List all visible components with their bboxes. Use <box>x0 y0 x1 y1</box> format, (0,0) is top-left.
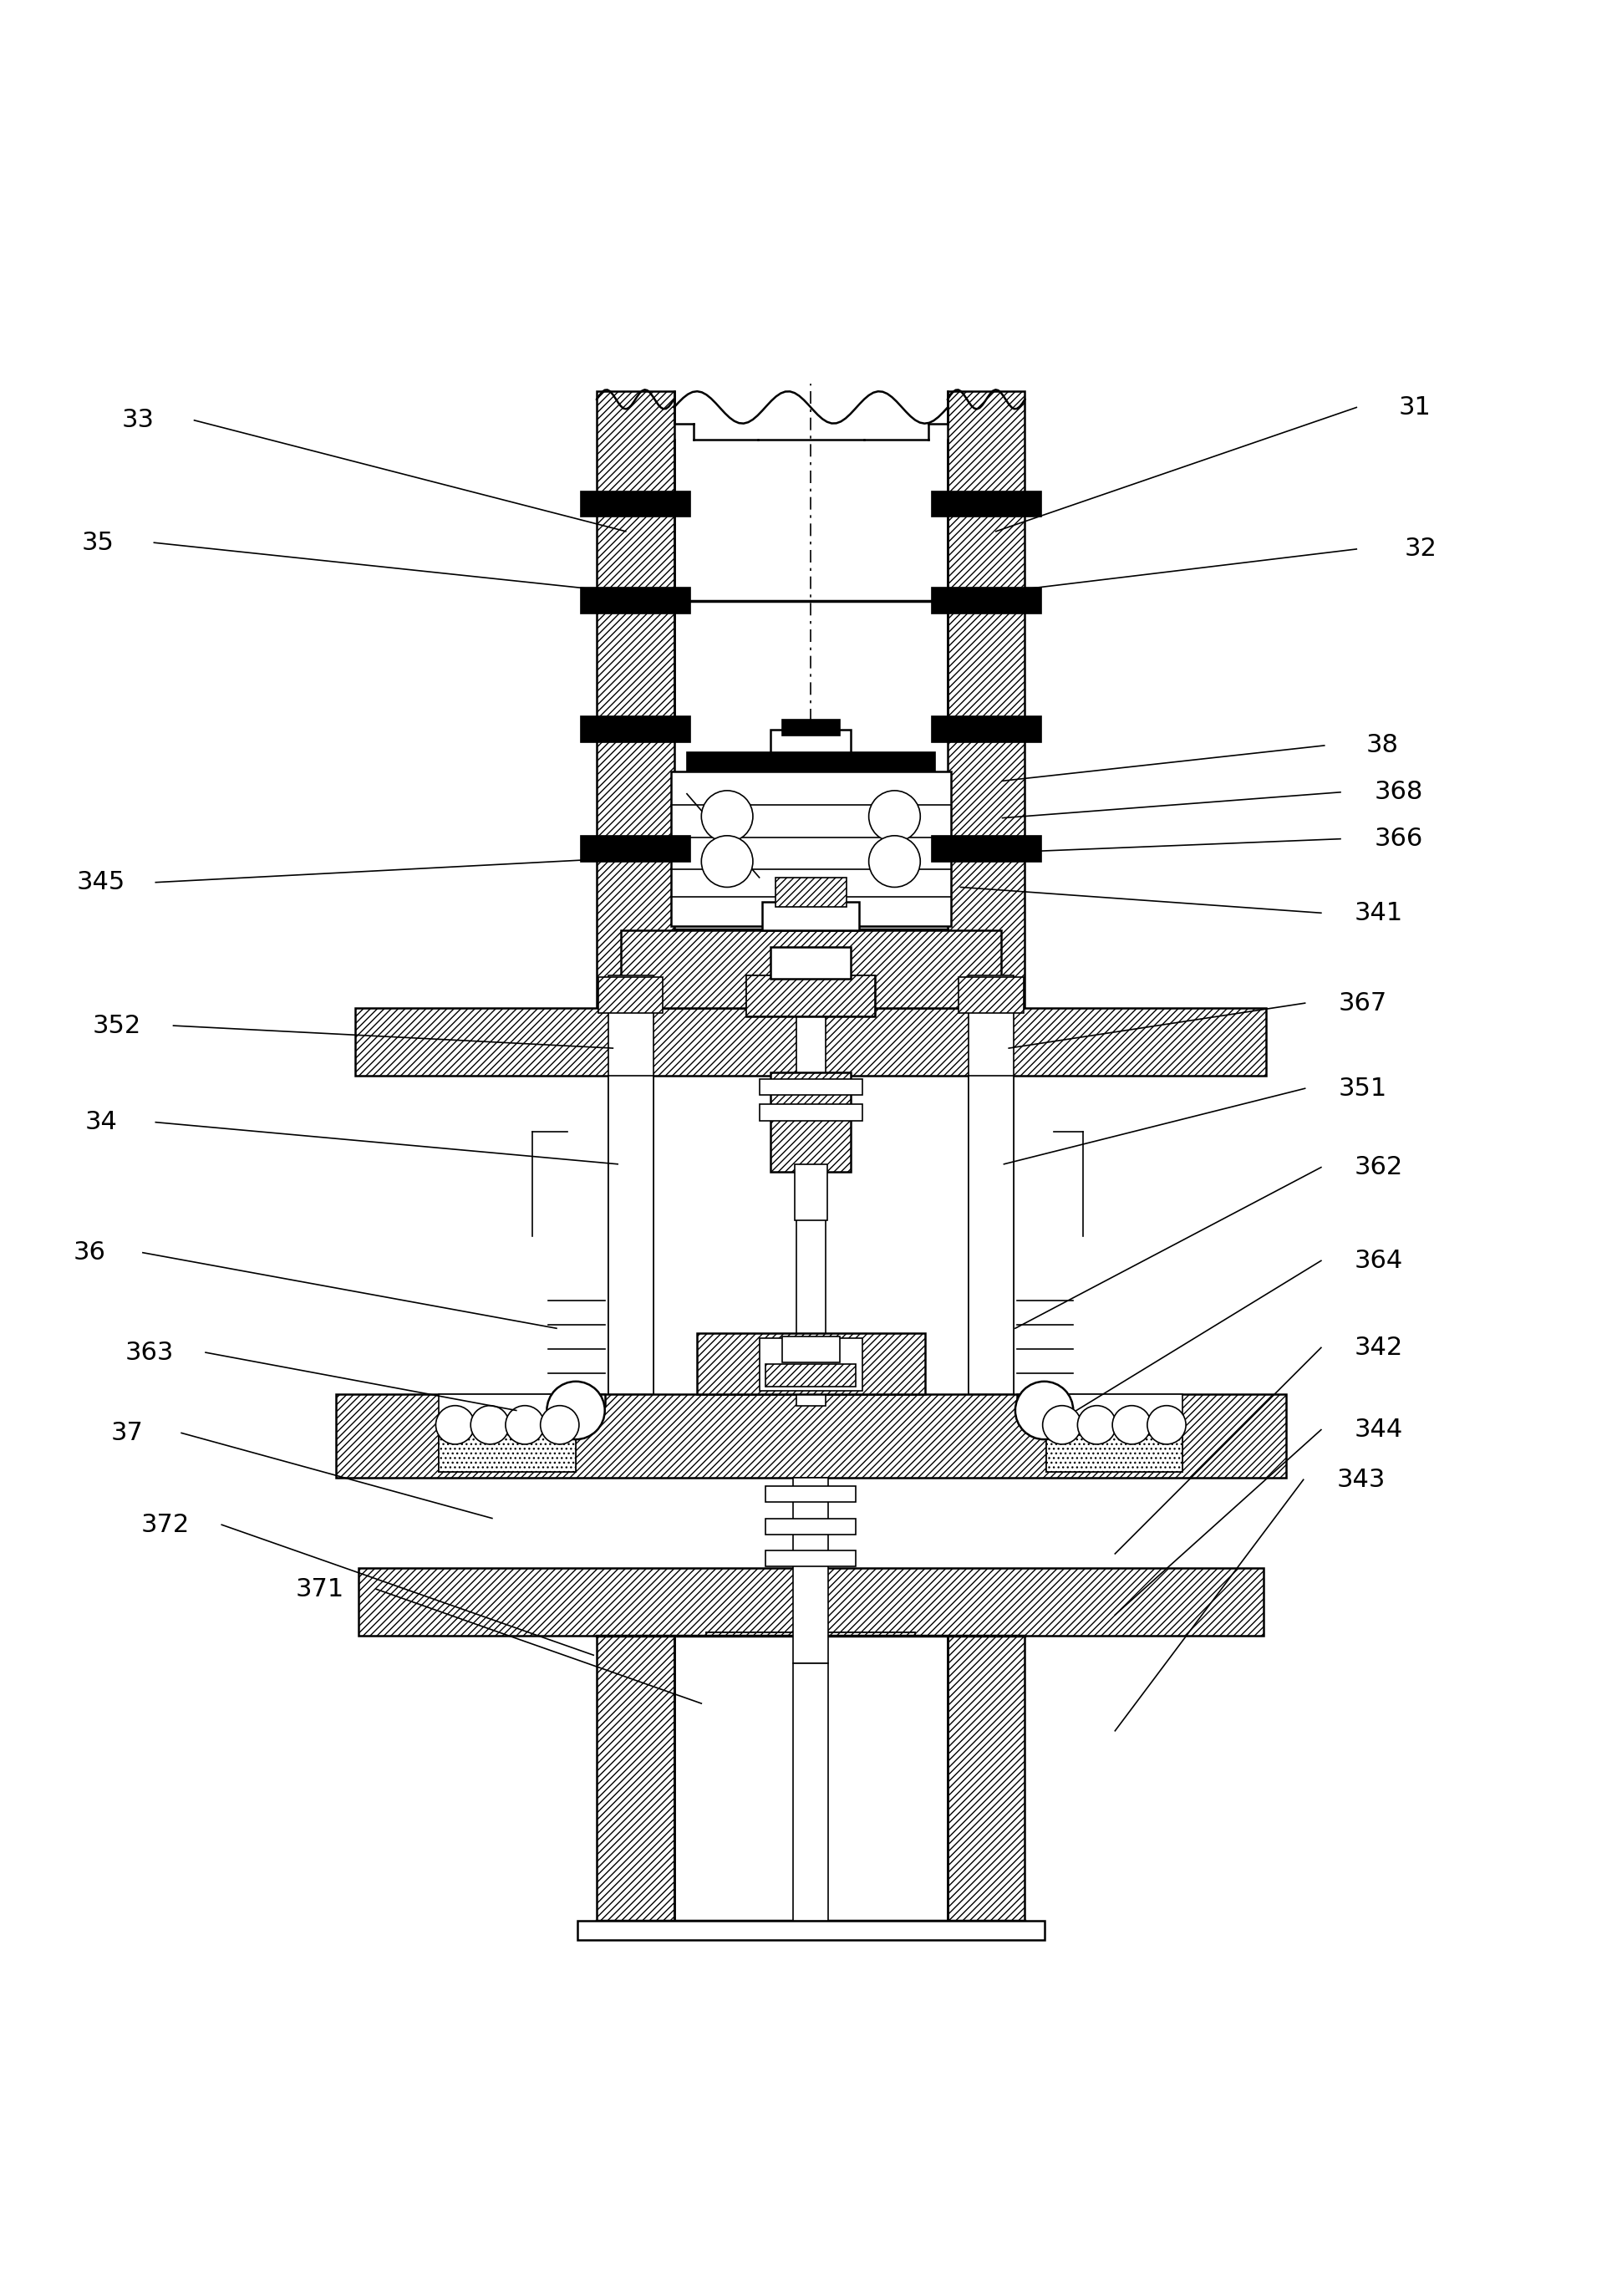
Bar <box>948 1635 1025 1922</box>
Bar <box>775 877 846 907</box>
Bar <box>1046 1430 1183 1472</box>
Text: 366: 366 <box>1373 827 1423 852</box>
Bar <box>577 1922 1045 1940</box>
Circle shape <box>1043 1405 1082 1444</box>
Bar <box>580 588 690 613</box>
Bar <box>621 930 1001 1008</box>
Text: 341: 341 <box>1354 900 1404 925</box>
Circle shape <box>1148 1405 1186 1444</box>
Text: 34: 34 <box>85 1111 118 1134</box>
Bar <box>771 946 851 978</box>
Bar <box>580 836 690 861</box>
Circle shape <box>869 790 920 843</box>
Circle shape <box>869 836 920 886</box>
Circle shape <box>540 1405 579 1444</box>
Bar <box>1017 1394 1074 1405</box>
Bar <box>782 1336 840 1362</box>
Bar <box>696 1334 925 1394</box>
Bar <box>766 1550 856 1566</box>
Bar <box>766 1518 856 1534</box>
Bar <box>687 753 935 771</box>
Text: 363: 363 <box>124 1341 174 1364</box>
Text: 367: 367 <box>1338 992 1388 1015</box>
Bar <box>355 1008 1267 1075</box>
Text: 342: 342 <box>1354 1336 1404 1359</box>
Bar <box>706 1632 916 1671</box>
Text: 37: 37 <box>111 1421 143 1444</box>
Bar <box>1046 1394 1183 1472</box>
Text: 352: 352 <box>93 1013 142 1038</box>
Bar <box>746 976 875 1017</box>
Circle shape <box>435 1405 474 1444</box>
Bar <box>759 1079 862 1095</box>
Bar <box>674 1635 948 1922</box>
Circle shape <box>1077 1405 1116 1444</box>
Text: 362: 362 <box>1354 1155 1404 1180</box>
Bar <box>969 976 1014 1405</box>
Bar <box>959 978 1024 1013</box>
Bar <box>596 390 674 730</box>
Bar <box>438 1394 575 1472</box>
Bar <box>580 491 690 517</box>
Text: 351: 351 <box>1338 1077 1388 1100</box>
Bar <box>762 902 859 930</box>
Text: 31: 31 <box>1398 395 1431 420</box>
Circle shape <box>1112 1405 1151 1444</box>
Text: 345: 345 <box>77 870 126 895</box>
Circle shape <box>701 836 753 886</box>
Bar <box>759 1104 862 1120</box>
Bar <box>932 716 1041 742</box>
Bar <box>598 978 663 1013</box>
Bar <box>771 1072 851 1173</box>
Bar <box>746 976 875 1017</box>
Bar <box>782 719 840 735</box>
Text: 343: 343 <box>1336 1467 1386 1492</box>
Text: 368: 368 <box>1373 781 1423 804</box>
Bar <box>766 1364 856 1387</box>
Bar <box>335 1394 1286 1479</box>
Bar <box>706 1632 916 1671</box>
Bar <box>580 716 690 742</box>
Text: 371: 371 <box>295 1577 345 1600</box>
Bar <box>793 1479 829 1662</box>
Bar <box>779 1667 843 1701</box>
Bar <box>671 771 951 925</box>
Bar <box>766 1486 856 1502</box>
Bar <box>608 976 653 1405</box>
Bar <box>358 1568 1264 1635</box>
Text: 364: 364 <box>1354 1249 1404 1272</box>
Circle shape <box>471 1405 509 1444</box>
Bar <box>932 491 1041 517</box>
Text: 32: 32 <box>1404 537 1438 560</box>
Bar <box>771 730 851 765</box>
Bar <box>548 1394 604 1405</box>
Text: 344: 344 <box>1354 1417 1404 1442</box>
Bar <box>969 1075 1014 1394</box>
Text: 36: 36 <box>74 1240 106 1265</box>
Circle shape <box>1016 1382 1074 1440</box>
Circle shape <box>506 1405 545 1444</box>
Bar <box>932 836 1041 861</box>
Bar <box>796 1008 825 1405</box>
Circle shape <box>701 790 753 843</box>
Circle shape <box>546 1382 604 1440</box>
Bar <box>932 588 1041 613</box>
Bar <box>793 1662 829 1922</box>
Bar <box>795 1164 827 1221</box>
Bar <box>608 1075 653 1394</box>
Text: 372: 372 <box>140 1513 190 1536</box>
Text: 38: 38 <box>1365 732 1399 758</box>
Bar <box>759 1339 862 1391</box>
Bar <box>596 1635 674 1922</box>
Bar <box>438 1430 575 1472</box>
Text: 33: 33 <box>121 409 155 432</box>
Text: 35: 35 <box>82 530 114 556</box>
Bar <box>948 730 1025 1052</box>
Bar <box>596 730 674 1052</box>
Bar <box>948 390 1025 730</box>
